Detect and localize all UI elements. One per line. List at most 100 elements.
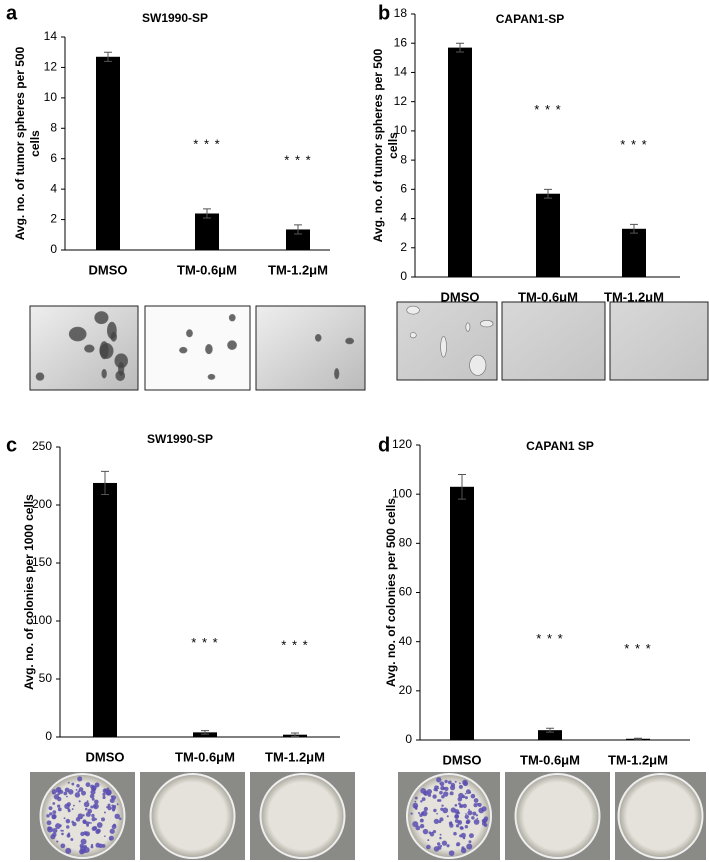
sphere: [409, 332, 417, 339]
colony: [459, 804, 464, 808]
x-tick-label: TM-0.6μM: [520, 752, 580, 767]
colony: [91, 785, 97, 791]
bar: [286, 229, 310, 250]
colony: [71, 782, 75, 786]
error-bar: [101, 470, 109, 496]
colony: [80, 838, 87, 845]
y-axis-label: cells: [386, 132, 400, 159]
y-tick-label: 150: [32, 555, 52, 569]
y-axis-label: Avg. no. of tumor spheres per 500: [13, 46, 27, 240]
colony: [465, 789, 471, 795]
colony: [433, 818, 440, 825]
colony: [50, 834, 56, 840]
colony: [46, 820, 52, 826]
colony: [84, 807, 88, 811]
colony: [439, 790, 443, 795]
sphere: [227, 340, 237, 350]
colony: [52, 828, 58, 834]
bar: [450, 486, 474, 740]
y-tick-label: 8: [50, 120, 57, 134]
colony: [109, 828, 115, 834]
colony: [103, 789, 107, 792]
chart-title: SW1990-SP: [147, 432, 213, 446]
y-tick-label: 100: [392, 486, 412, 500]
colony: [51, 789, 57, 795]
error-bar: [456, 42, 464, 53]
sphere: [35, 372, 45, 381]
y-tick-label: 120: [392, 437, 412, 451]
colony: [414, 800, 417, 803]
error-bar: [294, 224, 302, 235]
y-axis-label: Avg. no. of colonies per 1000 cells: [22, 494, 36, 690]
colony: [72, 821, 77, 827]
colony: [455, 824, 460, 828]
colony: [464, 824, 469, 829]
sphere: [186, 329, 193, 338]
colony: [412, 821, 419, 828]
colony: [421, 810, 428, 817]
error-bar: [634, 737, 642, 740]
colony: [472, 811, 477, 816]
colony: [57, 804, 61, 808]
colony: [433, 787, 437, 792]
colony: [85, 821, 90, 826]
colony: [114, 813, 120, 820]
colony: [78, 800, 81, 803]
colony: [65, 847, 72, 854]
error-bar: [291, 732, 299, 737]
colony: [464, 796, 468, 800]
colony: [454, 814, 459, 819]
y-tick-label: 12: [44, 60, 58, 74]
colony: [436, 777, 442, 783]
colony: [77, 776, 83, 782]
colony: [458, 792, 464, 799]
plate: [514, 773, 601, 859]
colony: [440, 807, 444, 811]
colony: [79, 843, 84, 848]
colony: [103, 811, 106, 814]
colony: [460, 832, 466, 839]
error-bar: [201, 730, 209, 735]
colony: [427, 793, 432, 797]
colony: [412, 802, 419, 809]
colony: [470, 793, 476, 799]
colony: [90, 789, 96, 795]
colony: [59, 789, 64, 794]
colony: [91, 813, 95, 818]
x-tick-label: TM-0.6μM: [518, 289, 578, 304]
colony: [85, 782, 91, 788]
y-tick-label: 0: [50, 242, 57, 256]
colony: [55, 823, 61, 829]
colony: [108, 835, 114, 841]
colony: [107, 806, 112, 811]
colony: [460, 826, 464, 830]
colony: [67, 808, 70, 811]
colony: [84, 831, 90, 837]
sphere: [179, 346, 188, 354]
colony: [427, 839, 430, 842]
colony: [428, 831, 432, 835]
colony: [66, 802, 71, 807]
colony: [75, 817, 81, 822]
colony: [51, 814, 57, 820]
colony: [426, 844, 431, 850]
y-tick-label: 20: [399, 683, 413, 697]
y-tick-label: 200: [32, 497, 52, 511]
colony: [57, 789, 61, 793]
y-axis-label: Avg. no. of colonies per 500 cells: [384, 498, 398, 687]
colony: [90, 822, 92, 824]
colony: [466, 843, 473, 850]
colony: [67, 834, 70, 837]
y-tick-label: 40: [399, 634, 413, 648]
colony: [410, 812, 413, 815]
colony: [464, 814, 469, 819]
colony: [475, 814, 479, 817]
colony: [81, 790, 86, 796]
y-tick-label: 8: [400, 152, 407, 166]
colony: [49, 812, 53, 816]
significance-label: * * *: [193, 136, 220, 151]
colony: [440, 785, 445, 791]
y-tick-label: 4: [400, 211, 407, 225]
y-tick-label: 0: [405, 732, 412, 746]
